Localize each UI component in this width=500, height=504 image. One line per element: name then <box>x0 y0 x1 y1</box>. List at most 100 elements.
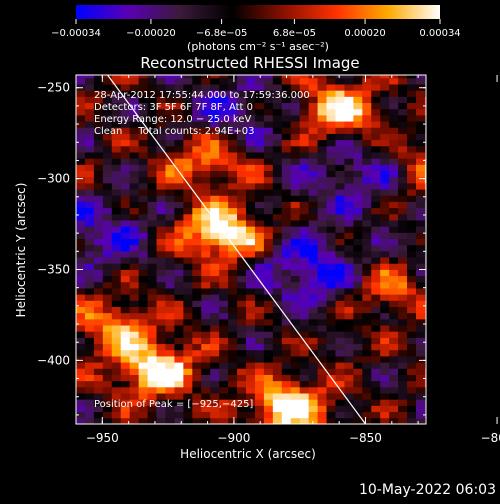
heatmap-cell <box>424 195 426 202</box>
heatmap-cell <box>335 189 345 196</box>
heatmap-cell <box>263 288 274 295</box>
heatmap-cell <box>353 127 363 134</box>
heatmap-cell <box>201 164 211 172</box>
heatmap-cell <box>237 121 247 128</box>
heatmap-cell <box>165 84 175 91</box>
heatmap-cell <box>111 411 122 419</box>
heatmap-cell <box>263 189 274 196</box>
heatmap-cell <box>317 275 327 283</box>
heatmap-cell <box>272 300 283 307</box>
heatmap-cell <box>299 244 310 252</box>
heatmap-cell <box>344 213 354 221</box>
heatmap-cell <box>93 170 104 178</box>
heatmap-cell <box>192 374 202 382</box>
heatmap-cell <box>353 380 363 388</box>
heatmap-cell <box>111 337 122 345</box>
heatmap-cell <box>192 133 202 141</box>
heatmap-cell <box>335 96 345 104</box>
heatmap-cell <box>407 232 417 239</box>
heatmap-cell <box>299 368 310 375</box>
heatmap-cell <box>353 232 363 239</box>
heatmap-cell <box>129 362 140 369</box>
heatmap-cell <box>335 90 345 97</box>
heatmap-cell <box>93 405 104 413</box>
heatmap-cell <box>380 226 390 233</box>
heatmap-cell <box>353 238 363 246</box>
heatmap-cell <box>183 337 193 345</box>
heatmap-cell <box>246 213 256 221</box>
colorbar-tick-label: −0.00020 <box>126 28 176 39</box>
heatmap-cell <box>192 84 202 91</box>
heatmap-cell <box>344 90 354 97</box>
heatmap-cell <box>102 121 113 128</box>
heatmap-cell <box>165 288 175 295</box>
heatmap-cell <box>407 201 417 209</box>
heatmap-cell <box>344 343 354 351</box>
heatmap-cell <box>424 182 426 190</box>
heatmap-cell <box>281 139 292 147</box>
heatmap-cell <box>407 368 417 375</box>
heatmap-cell <box>84 318 95 326</box>
heatmap-cell <box>353 244 363 252</box>
heatmap-cell <box>281 356 292 363</box>
heatmap-cell <box>111 121 122 128</box>
heatmap-cell <box>371 318 381 326</box>
heatmap-cell <box>165 318 175 326</box>
heatmap-cell <box>308 195 318 202</box>
heatmap-cell <box>228 176 238 184</box>
annotation-clean: Clean Total counts: 2.94E+03 <box>94 126 254 137</box>
heatmap-cell <box>389 158 399 165</box>
heatmap-cell <box>111 386 122 394</box>
heatmap-cell <box>335 201 345 209</box>
heatmap-cell <box>156 102 166 110</box>
heatmap-cell <box>424 343 426 351</box>
heatmap-cell <box>120 386 131 394</box>
heatmap-cell <box>129 257 140 264</box>
heatmap-cell <box>263 145 274 153</box>
heatmap-cell <box>290 257 301 264</box>
heatmap-cell <box>353 182 363 190</box>
heatmap-cell <box>138 337 148 345</box>
heatmap-cell <box>201 331 211 338</box>
heatmap-cell <box>389 96 399 104</box>
heatmap-cell <box>362 356 372 363</box>
heatmap-cell <box>147 213 157 221</box>
heatmap-cell <box>308 288 318 295</box>
heatmap-cell <box>272 356 283 363</box>
heatmap-cell <box>192 189 202 196</box>
heatmap-cell <box>308 127 318 134</box>
heatmap-cell <box>183 362 193 369</box>
heatmap-cell <box>174 226 184 233</box>
heatmap-cell <box>174 380 184 388</box>
heatmap-cell <box>156 164 166 172</box>
heatmap-cell <box>335 213 345 221</box>
heatmap-cell <box>120 133 131 141</box>
heatmap-cell <box>407 213 417 221</box>
heatmap-cell <box>380 139 390 147</box>
heatmap-cell <box>76 232 86 239</box>
heatmap-cell <box>120 127 131 134</box>
heatmap-cell <box>362 201 372 209</box>
heatmap-cell <box>281 114 292 122</box>
heatmap-cell <box>156 362 166 369</box>
heatmap-cell <box>129 176 140 184</box>
heatmap-cell <box>183 77 193 85</box>
heatmap-cell <box>111 158 122 165</box>
heatmap-cell <box>290 164 301 172</box>
heatmap-cell <box>407 182 417 190</box>
heatmap-cell <box>263 263 274 270</box>
colorbar-tick-label: −6.8e−05 <box>196 28 248 39</box>
heatmap-cell <box>165 108 175 116</box>
heatmap-cell <box>308 158 318 165</box>
heatmap-cell <box>156 114 166 122</box>
heatmap-cell <box>416 312 426 320</box>
heatmap-cell <box>147 306 157 314</box>
heatmap-cell <box>272 417 283 424</box>
heatmap-cell <box>326 337 336 345</box>
heatmap-cell <box>76 170 86 178</box>
heatmap-cell <box>380 189 390 196</box>
heatmap-cell <box>174 275 184 283</box>
heatmap-cell <box>424 77 426 85</box>
heatmap-cell <box>120 356 131 363</box>
heatmap-cell <box>174 108 184 116</box>
